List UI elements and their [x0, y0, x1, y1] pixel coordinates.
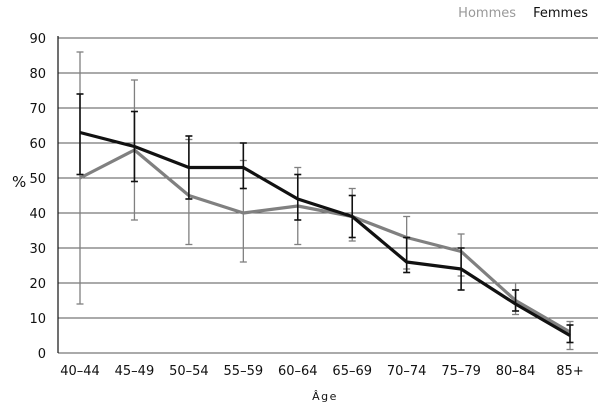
y-tick-label: 80	[29, 67, 46, 82]
x-tick-label: 65–69	[332, 364, 372, 379]
x-tick-label: 70–74	[387, 364, 427, 379]
y-tick-label: 70	[29, 102, 46, 117]
y-tick-label: 60	[29, 137, 46, 152]
legend-entry-hommes: Hommes	[458, 6, 516, 21]
y-tick-label: 40	[29, 207, 46, 222]
y-tick-label: 90	[29, 32, 46, 47]
tick-labels: 0 10 20 30 40 50 60 70 80 90 40–44 45–49 50–54 55–59 6…	[29, 32, 583, 379]
series-femmes	[76, 93, 574, 344]
y-axis-title: %	[12, 173, 26, 191]
x-axis-title: Âge	[312, 390, 338, 403]
series-line-femmes	[79, 130, 571, 337]
x-tick-label: 55–59	[224, 364, 264, 379]
y-tick-label: 10	[29, 312, 46, 327]
series-group	[76, 51, 574, 351]
y-tick-label: 50	[29, 172, 46, 187]
x-tick-label: 80–84	[496, 364, 536, 379]
y-tick-label: 0	[38, 347, 46, 362]
legend: Hommes Femmes	[458, 6, 588, 21]
x-tick-label: 45–49	[115, 364, 155, 379]
x-tick-label: 50–54	[169, 364, 209, 379]
x-tick-label: 60–64	[278, 364, 318, 379]
series-hommes	[76, 51, 574, 351]
x-tick-label: 85+	[556, 364, 583, 379]
legend-entry-femmes: Femmes	[533, 6, 588, 21]
x-tick-label: 75–79	[441, 364, 481, 379]
series-line-hommes	[79, 148, 571, 334]
x-tick-label: 40–44	[60, 364, 100, 379]
y-tick-label: 30	[29, 242, 46, 257]
y-tick-label: 20	[29, 277, 46, 292]
